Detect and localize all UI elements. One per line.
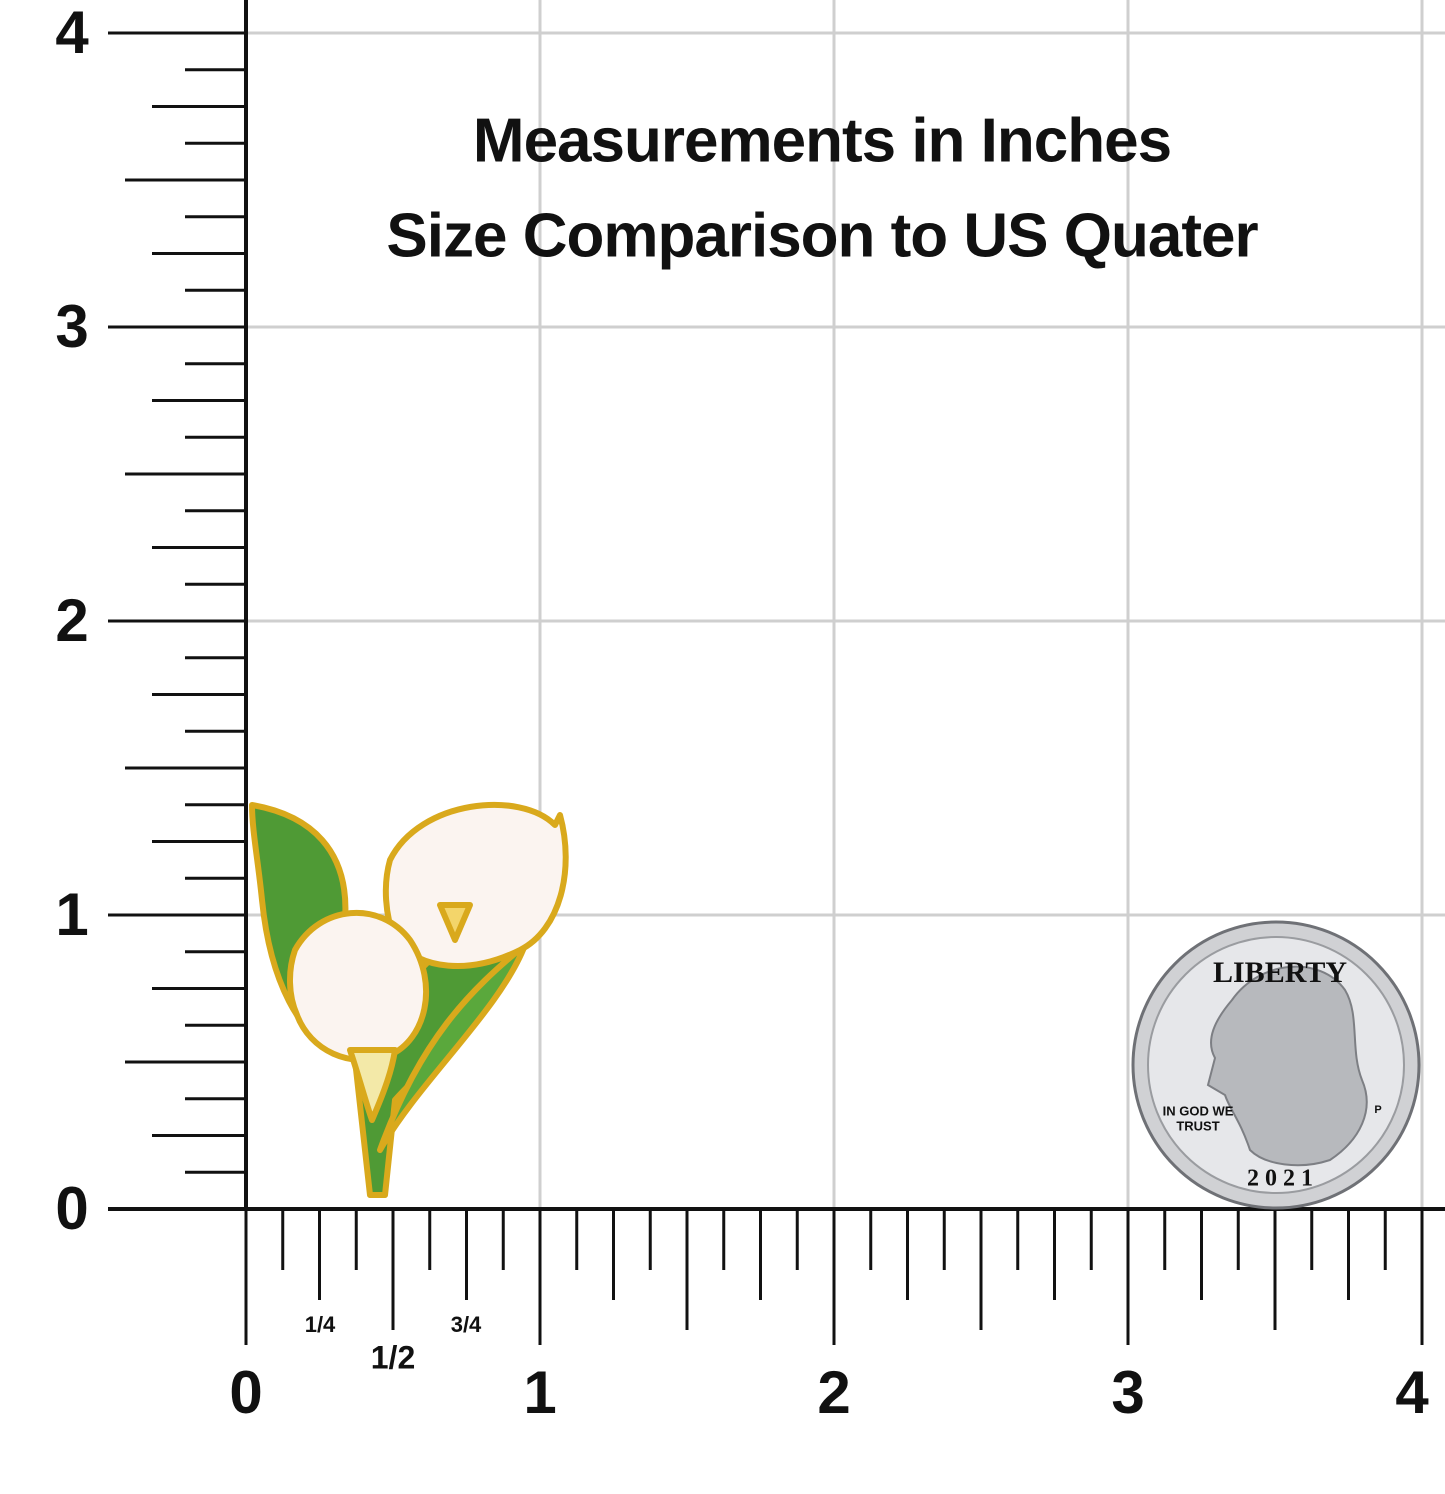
y-label: 3 bbox=[55, 293, 88, 360]
coin-motto: IN GOD WE bbox=[1163, 1103, 1234, 1118]
x-label: 2 bbox=[817, 1359, 850, 1426]
title-line: Measurements in Inches bbox=[473, 106, 1171, 175]
x-label: 3 bbox=[1111, 1359, 1144, 1426]
fraction-label: 3/4 bbox=[451, 1312, 482, 1337]
coin-year: 2021 bbox=[1247, 1166, 1319, 1192]
coin-mint: P bbox=[1374, 1104, 1381, 1116]
title-line: Size Comparison to US Quater bbox=[386, 201, 1258, 270]
coin-motto: TRUST bbox=[1176, 1118, 1219, 1133]
coin-legend: LIBERTY bbox=[1213, 956, 1347, 989]
x-label: 0 bbox=[229, 1359, 262, 1426]
x-label: 4 bbox=[1395, 1359, 1429, 1426]
quarter-coin: LIBERTY IN GOD WE TRUST 2021 P bbox=[1131, 920, 1421, 1210]
y-label: 1 bbox=[55, 881, 88, 948]
y-label: 0 bbox=[55, 1175, 88, 1242]
x-label: 1 bbox=[523, 1359, 556, 1426]
fraction-label: 1/4 bbox=[305, 1312, 336, 1337]
y-label: 4 bbox=[55, 0, 89, 66]
fraction-label: 1/2 bbox=[371, 1339, 415, 1375]
y-label: 2 bbox=[55, 587, 88, 654]
pin-illustration bbox=[249, 801, 569, 1198]
rulers bbox=[108, 0, 1445, 1345]
